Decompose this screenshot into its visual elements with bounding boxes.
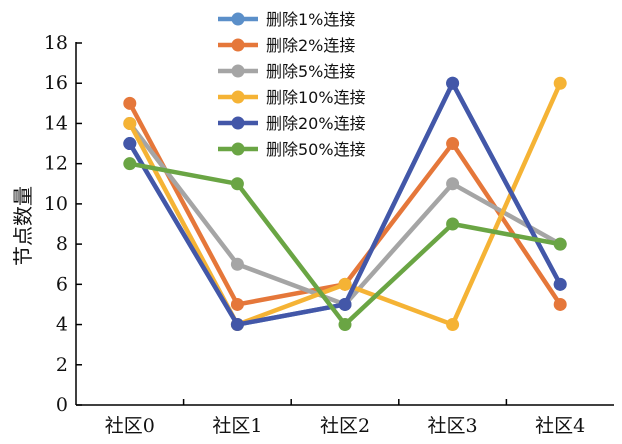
data-point	[446, 318, 460, 332]
data-point	[338, 297, 352, 311]
y-tick-label: 6	[56, 273, 68, 295]
y-axis-label: 节点数量	[11, 186, 35, 266]
data-point	[338, 318, 352, 332]
series-layer	[123, 76, 567, 332]
y-tick-label: 14	[44, 112, 68, 134]
y-tick-label: 8	[56, 233, 68, 255]
legend-item: 删除5%连接	[218, 62, 355, 81]
legend-item: 删除10%连接	[218, 88, 366, 107]
legend-item: 删除50%连接	[218, 140, 366, 159]
data-point	[123, 96, 137, 110]
y-tick-label: 18	[44, 32, 68, 54]
y-tick-label: 16	[44, 72, 68, 94]
legend-item: 删除2%连接	[218, 36, 355, 55]
data-point	[553, 297, 567, 311]
legend-label: 删除1%连接	[266, 10, 355, 29]
y-tick-label: 10	[44, 193, 68, 215]
y-tick-label: 4	[56, 314, 68, 336]
series-line	[127, 101, 563, 307]
data-point	[230, 297, 244, 311]
legend-item: 删除1%连接	[218, 10, 355, 29]
y-tick-label: 2	[56, 354, 68, 376]
x-tick-label: 社区3	[428, 415, 478, 437]
data-point	[553, 277, 567, 291]
x-tick-label: 社区0	[105, 415, 155, 437]
data-point	[446, 76, 460, 90]
x-tick-label: 社区2	[320, 415, 370, 437]
data-point	[230, 257, 244, 271]
legend-swatch-marker	[231, 116, 245, 130]
data-point	[338, 277, 352, 291]
y-tick-label: 0	[56, 394, 68, 416]
legend-swatch-marker	[231, 12, 245, 26]
data-point	[123, 157, 137, 171]
data-point	[123, 116, 137, 130]
legend-item: 删除20%连接	[218, 114, 366, 133]
x-tick-label: 社区1	[212, 415, 262, 437]
legend-label: 删除10%连接	[266, 88, 366, 107]
legend-swatch-marker	[231, 64, 245, 78]
series-4	[123, 76, 567, 332]
x-tick-label: 社区4	[535, 415, 585, 437]
data-point	[230, 318, 244, 332]
data-point	[553, 237, 567, 251]
data-point	[446, 177, 460, 191]
legend-label: 删除20%连接	[266, 114, 366, 133]
data-point	[446, 137, 460, 151]
legend-label: 删除5%连接	[266, 62, 355, 81]
data-point	[553, 76, 567, 90]
legend-swatch-marker	[231, 90, 245, 104]
y-tick-label: 12	[44, 153, 68, 175]
series-5	[123, 157, 567, 332]
data-point	[123, 137, 137, 151]
axes: 0 2 4 6 8 10 12 14 16 18 社区0 社区1 社区2 社区3 社区4	[44, 32, 614, 437]
legend-swatch-marker	[231, 142, 245, 156]
legend-label: 删除50%连接	[266, 140, 366, 159]
data-point	[446, 217, 460, 231]
data-point	[230, 177, 244, 191]
legend-swatch-marker	[231, 38, 245, 52]
legend-label: 删除2%连接	[266, 36, 355, 55]
